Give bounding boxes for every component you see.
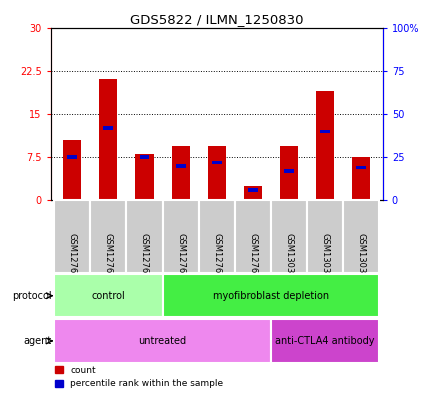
Bar [54, 319, 271, 363]
Bar [162, 200, 198, 273]
Text: GSM1276601: GSM1276601 [140, 233, 149, 289]
Bar [343, 200, 379, 273]
Text: control: control [92, 291, 125, 301]
Bar [208, 146, 226, 200]
Bar [280, 146, 298, 200]
Text: GSM1303942: GSM1303942 [357, 233, 366, 289]
Bar [235, 200, 271, 273]
Text: GSM1276600: GSM1276600 [104, 233, 113, 289]
Bar [162, 274, 379, 318]
Bar [271, 319, 379, 363]
Text: GSM1303940: GSM1303940 [284, 233, 293, 289]
Bar [54, 200, 90, 273]
Text: GSM1276602: GSM1276602 [176, 233, 185, 289]
Bar [90, 200, 126, 273]
Title: GDS5822 / ILMN_1250830: GDS5822 / ILMN_1250830 [130, 13, 304, 26]
Bar [320, 130, 330, 133]
Bar [99, 79, 117, 200]
Text: GSM1276604: GSM1276604 [248, 233, 257, 289]
Bar [172, 146, 190, 200]
Text: myofibroblast depletion: myofibroblast depletion [213, 291, 329, 301]
Bar [356, 166, 366, 169]
Text: protocol: protocol [12, 291, 51, 301]
Bar [176, 164, 186, 167]
Bar [244, 186, 262, 200]
Bar [352, 157, 370, 200]
Bar [103, 126, 114, 130]
Text: GSM1303941: GSM1303941 [320, 233, 330, 289]
Text: untreated: untreated [139, 336, 187, 346]
Bar [198, 200, 235, 273]
Bar [67, 156, 77, 159]
Text: GSM1276599: GSM1276599 [68, 233, 77, 289]
Bar [316, 91, 334, 200]
Text: GSM1276603: GSM1276603 [212, 233, 221, 289]
Bar [136, 154, 154, 200]
Text: agent: agent [23, 336, 51, 346]
Bar [54, 274, 162, 318]
Bar [139, 156, 150, 159]
Bar [284, 169, 294, 173]
Legend: count, percentile rank within the sample: count, percentile rank within the sample [55, 366, 224, 389]
Text: anti-CTLA4 antibody: anti-CTLA4 antibody [275, 336, 375, 346]
Bar [212, 161, 222, 164]
Bar [307, 200, 343, 273]
Bar [271, 200, 307, 273]
Bar [126, 200, 162, 273]
Bar [248, 188, 258, 192]
Bar [63, 140, 81, 200]
